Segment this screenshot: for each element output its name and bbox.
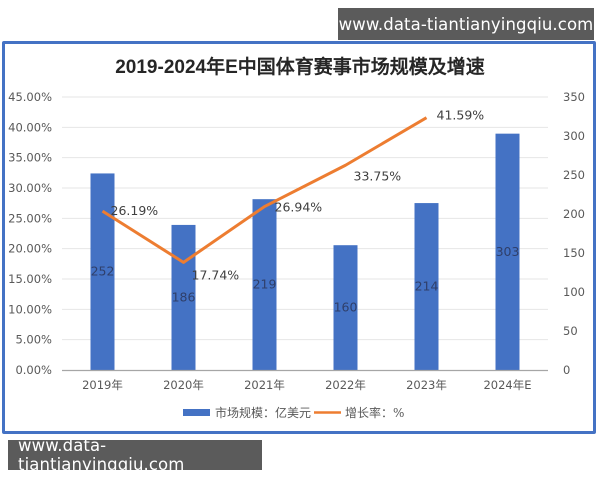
y-right-tick: 300 (563, 129, 585, 143)
bar-value-label: 214 (415, 279, 439, 294)
y-left-tick: 0.00% (15, 363, 52, 377)
y-left-tick: 35.00% (8, 151, 52, 165)
bar (90, 173, 115, 370)
x-tick-label: 2020年 (163, 378, 204, 392)
x-tick-label: 2024年E (483, 378, 531, 392)
x-tick-label: 2023年 (406, 378, 447, 392)
y-left-tick: 20.00% (8, 242, 52, 256)
y-right-tick: 200 (563, 207, 585, 221)
x-tick-label: 2022年 (325, 378, 366, 392)
line-value-label: 41.59% (437, 108, 485, 123)
bar-series: 252 186 219 160 214 303 (90, 133, 520, 370)
growth-line (101, 116, 428, 264)
bar (171, 224, 196, 370)
y-right-tick: 250 (563, 168, 585, 182)
bar-value-label: 186 (172, 289, 196, 304)
y-axis-right: 0 50 100 150 200 250 300 350 (563, 90, 585, 377)
bar-value-label: 160 (334, 300, 358, 315)
y-axis-left: 0.00% 5.00% 10.00% 15.00% 20.00% 25.00% 30.00%… (8, 90, 52, 377)
legend: 市场规模：亿美元 增长率：% (183, 405, 404, 420)
legend-bar-label: 市场规模：亿美元 (215, 405, 311, 420)
y-left-tick: 45.00% (8, 90, 52, 104)
y-left-tick: 25.00% (8, 211, 52, 225)
y-left-tick: 40.00% (8, 120, 52, 134)
line-series: 26.19% 17.74% 26.94% 33.75% 41.59% (101, 108, 485, 282)
legend-bar-swatch (183, 409, 210, 416)
chart-title: 2019-2024年E中国体育赛事市场规模及增速 (115, 55, 485, 78)
x-tick-label: 2019年 (82, 378, 123, 392)
y-right-tick: 150 (563, 246, 585, 260)
bar (414, 203, 439, 370)
bar-value-label: 303 (496, 244, 520, 259)
bar-value-label: 219 (253, 277, 277, 292)
y-right-tick: 50 (563, 324, 578, 338)
bar (495, 133, 520, 370)
y-right-tick: 350 (563, 90, 585, 104)
y-left-tick: 15.00% (8, 272, 52, 286)
x-tick-label: 2021年 (244, 378, 285, 392)
watermark-top: www.data-tiantianyingqiu.com (338, 8, 594, 40)
line-value-label: 26.94% (275, 200, 323, 215)
legend-line-label: 增长率：% (345, 405, 404, 420)
bar-value-label: 252 (91, 264, 115, 279)
bar (333, 245, 358, 370)
y-left-tick: 30.00% (8, 181, 52, 195)
gridlines (62, 96, 548, 341)
line-value-label: 17.74% (192, 267, 240, 282)
y-right-tick: 0 (563, 363, 570, 377)
bar (252, 199, 277, 370)
x-axis: 2019年 2020年 2021年 2022年 2023年 2024年E (62, 369, 548, 392)
y-left-tick: 10.00% (8, 302, 52, 316)
line-value-label: 26.19% (111, 203, 159, 218)
line-value-label: 33.75% (354, 168, 402, 183)
watermark-bottom: www.data-tiantianyingqiu.com (8, 436, 262, 474)
y-left-tick: 5.00% (15, 333, 52, 347)
y-right-tick: 100 (563, 285, 585, 299)
